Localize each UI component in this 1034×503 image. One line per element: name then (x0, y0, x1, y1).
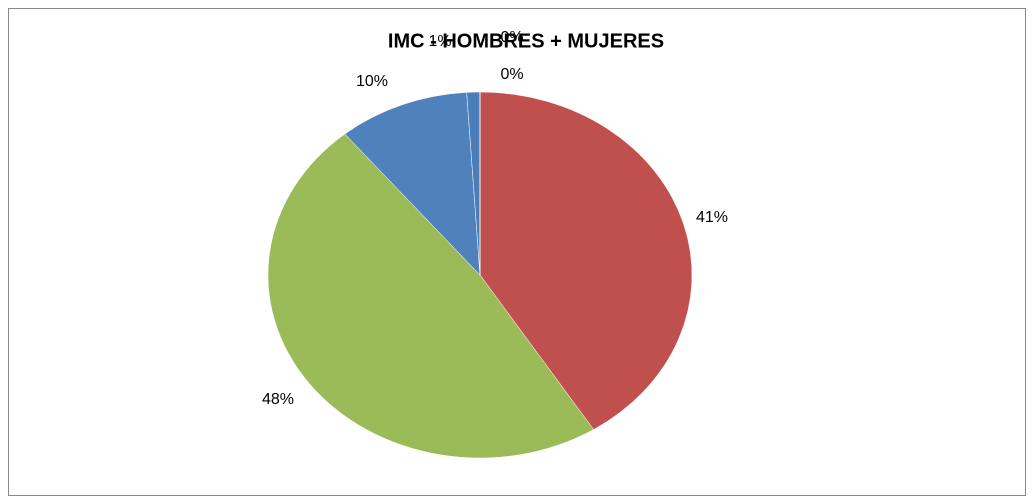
data-label: 1% (428, 33, 451, 50)
data-label: 0% (500, 66, 523, 83)
data-label: 10% (356, 73, 388, 90)
chart-title: IMC - HOMBRES + MUJERES (388, 30, 664, 52)
pie-slice (344, 92, 481, 276)
data-label: 41% (696, 209, 728, 226)
data-label: 0% (500, 29, 523, 46)
data-label: 48% (262, 391, 294, 408)
pie-slice (267, 133, 594, 459)
pie-slice (479, 91, 693, 430)
